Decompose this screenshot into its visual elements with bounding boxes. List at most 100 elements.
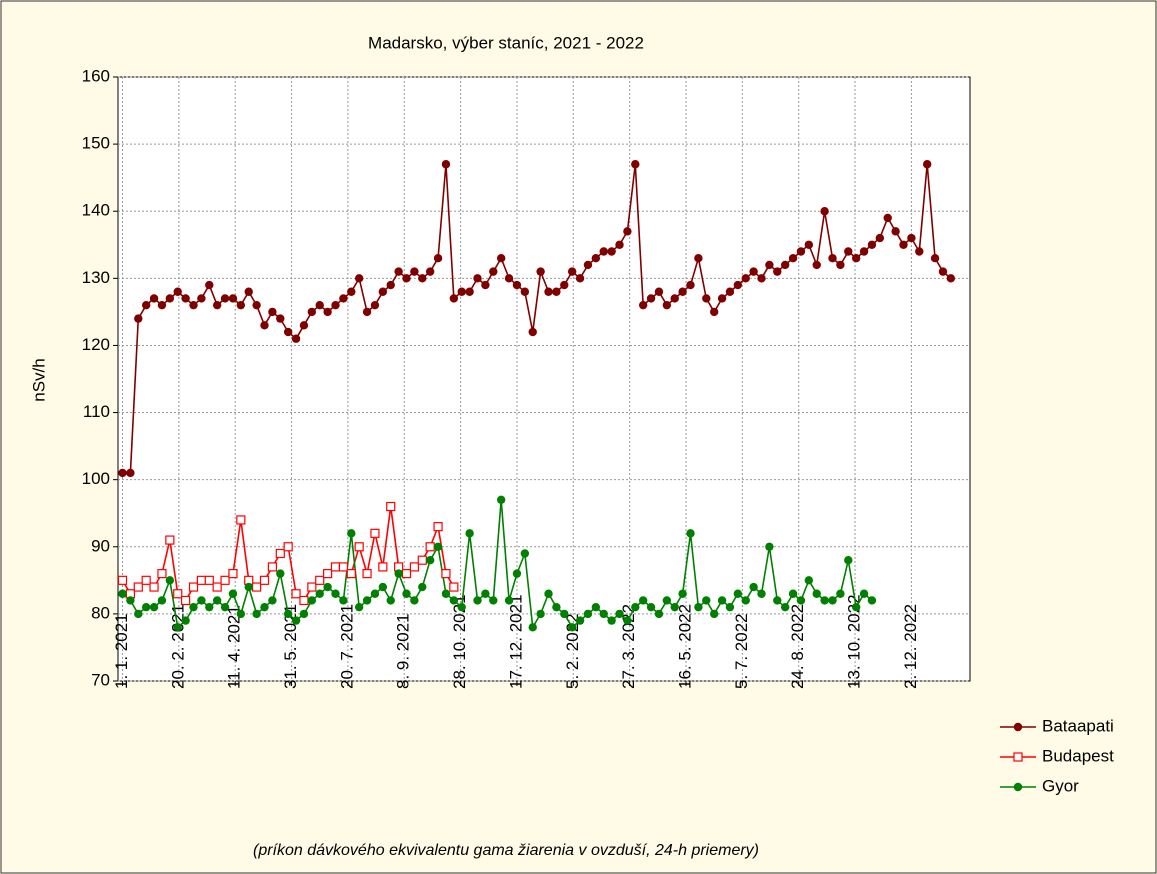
y-axis-label: nSv/h xyxy=(29,358,48,401)
marker xyxy=(820,207,829,216)
legend-label: Budapest xyxy=(1042,746,1114,765)
marker xyxy=(331,589,340,598)
marker xyxy=(370,589,380,598)
marker xyxy=(134,314,143,323)
marker xyxy=(702,294,711,303)
x-tick-label: 5. 7. 2022 xyxy=(732,613,751,689)
marker xyxy=(236,609,246,619)
marker xyxy=(773,267,782,276)
marker xyxy=(725,602,735,612)
marker xyxy=(236,515,246,525)
marker xyxy=(836,260,845,270)
marker xyxy=(709,307,719,317)
marker xyxy=(354,542,364,552)
marker xyxy=(315,300,324,310)
marker xyxy=(315,575,325,585)
marker xyxy=(512,569,522,578)
marker xyxy=(867,240,877,249)
marker xyxy=(267,562,277,572)
marker xyxy=(425,542,435,552)
marker xyxy=(441,569,451,579)
marker xyxy=(205,602,214,612)
marker xyxy=(796,247,806,256)
marker xyxy=(804,576,814,585)
x-tick-label: 31. 5. 2021 xyxy=(281,604,300,689)
legend-label: Gyor xyxy=(1042,776,1079,795)
marker xyxy=(394,267,403,276)
marker xyxy=(788,589,798,598)
x-tick-label: 16. 5. 2022 xyxy=(675,604,694,689)
marker xyxy=(347,287,356,296)
marker xyxy=(496,254,506,263)
marker xyxy=(780,260,790,270)
marker xyxy=(418,274,427,283)
marker xyxy=(449,582,459,592)
marker xyxy=(141,575,151,585)
marker xyxy=(252,609,261,619)
marker xyxy=(220,602,230,612)
marker xyxy=(133,582,143,592)
marker xyxy=(583,260,593,270)
marker xyxy=(741,596,750,605)
marker xyxy=(528,327,537,337)
marker xyxy=(678,287,687,296)
marker xyxy=(409,562,419,572)
marker xyxy=(544,287,553,296)
y-tick-label: 90 xyxy=(91,536,110,555)
marker xyxy=(141,300,151,310)
marker xyxy=(378,562,388,572)
marker xyxy=(323,569,333,579)
marker xyxy=(733,280,743,290)
marker xyxy=(347,529,356,538)
x-tick-label: 28. 10. 2021 xyxy=(450,594,469,689)
marker xyxy=(836,589,845,598)
legend-marker xyxy=(1013,752,1023,762)
marker xyxy=(536,609,545,619)
marker xyxy=(867,596,877,605)
marker xyxy=(457,287,466,296)
marker xyxy=(236,300,246,310)
marker xyxy=(820,596,829,605)
marker xyxy=(149,602,159,612)
marker xyxy=(276,569,285,578)
marker xyxy=(307,596,317,605)
marker xyxy=(741,274,750,283)
marker xyxy=(788,254,798,263)
marker xyxy=(188,582,199,592)
marker xyxy=(268,596,277,605)
marker xyxy=(323,307,332,317)
footnote: (príkon dávkového ekvivalentu gama žiare… xyxy=(253,842,759,859)
marker xyxy=(196,575,206,585)
marker xyxy=(599,609,608,619)
marker xyxy=(212,582,222,592)
marker xyxy=(362,569,372,579)
x-tick-label: 20. 2. 2021 xyxy=(168,604,187,689)
marker xyxy=(370,528,380,538)
marker xyxy=(354,602,364,612)
marker xyxy=(757,589,766,598)
marker xyxy=(733,589,743,598)
marker xyxy=(670,294,679,303)
marker xyxy=(780,602,790,612)
marker xyxy=(181,616,190,625)
marker xyxy=(441,160,451,169)
chart-title: Madarsko, výber staníc, 2021 - 2022 xyxy=(368,33,644,52)
marker xyxy=(118,589,127,598)
marker xyxy=(402,274,411,283)
marker xyxy=(212,300,222,310)
marker xyxy=(473,274,482,283)
marker xyxy=(417,555,427,565)
x-tick-label: 2. 12. 2022 xyxy=(901,604,920,689)
marker xyxy=(481,589,490,598)
marker xyxy=(449,596,459,605)
y-tick-label: 160 xyxy=(82,66,110,85)
marker xyxy=(757,274,766,283)
marker xyxy=(678,589,687,598)
marker xyxy=(378,287,388,296)
marker xyxy=(796,596,806,605)
marker xyxy=(631,602,640,612)
marker xyxy=(560,609,569,619)
marker xyxy=(465,287,474,296)
marker xyxy=(662,596,672,605)
marker xyxy=(330,562,341,572)
